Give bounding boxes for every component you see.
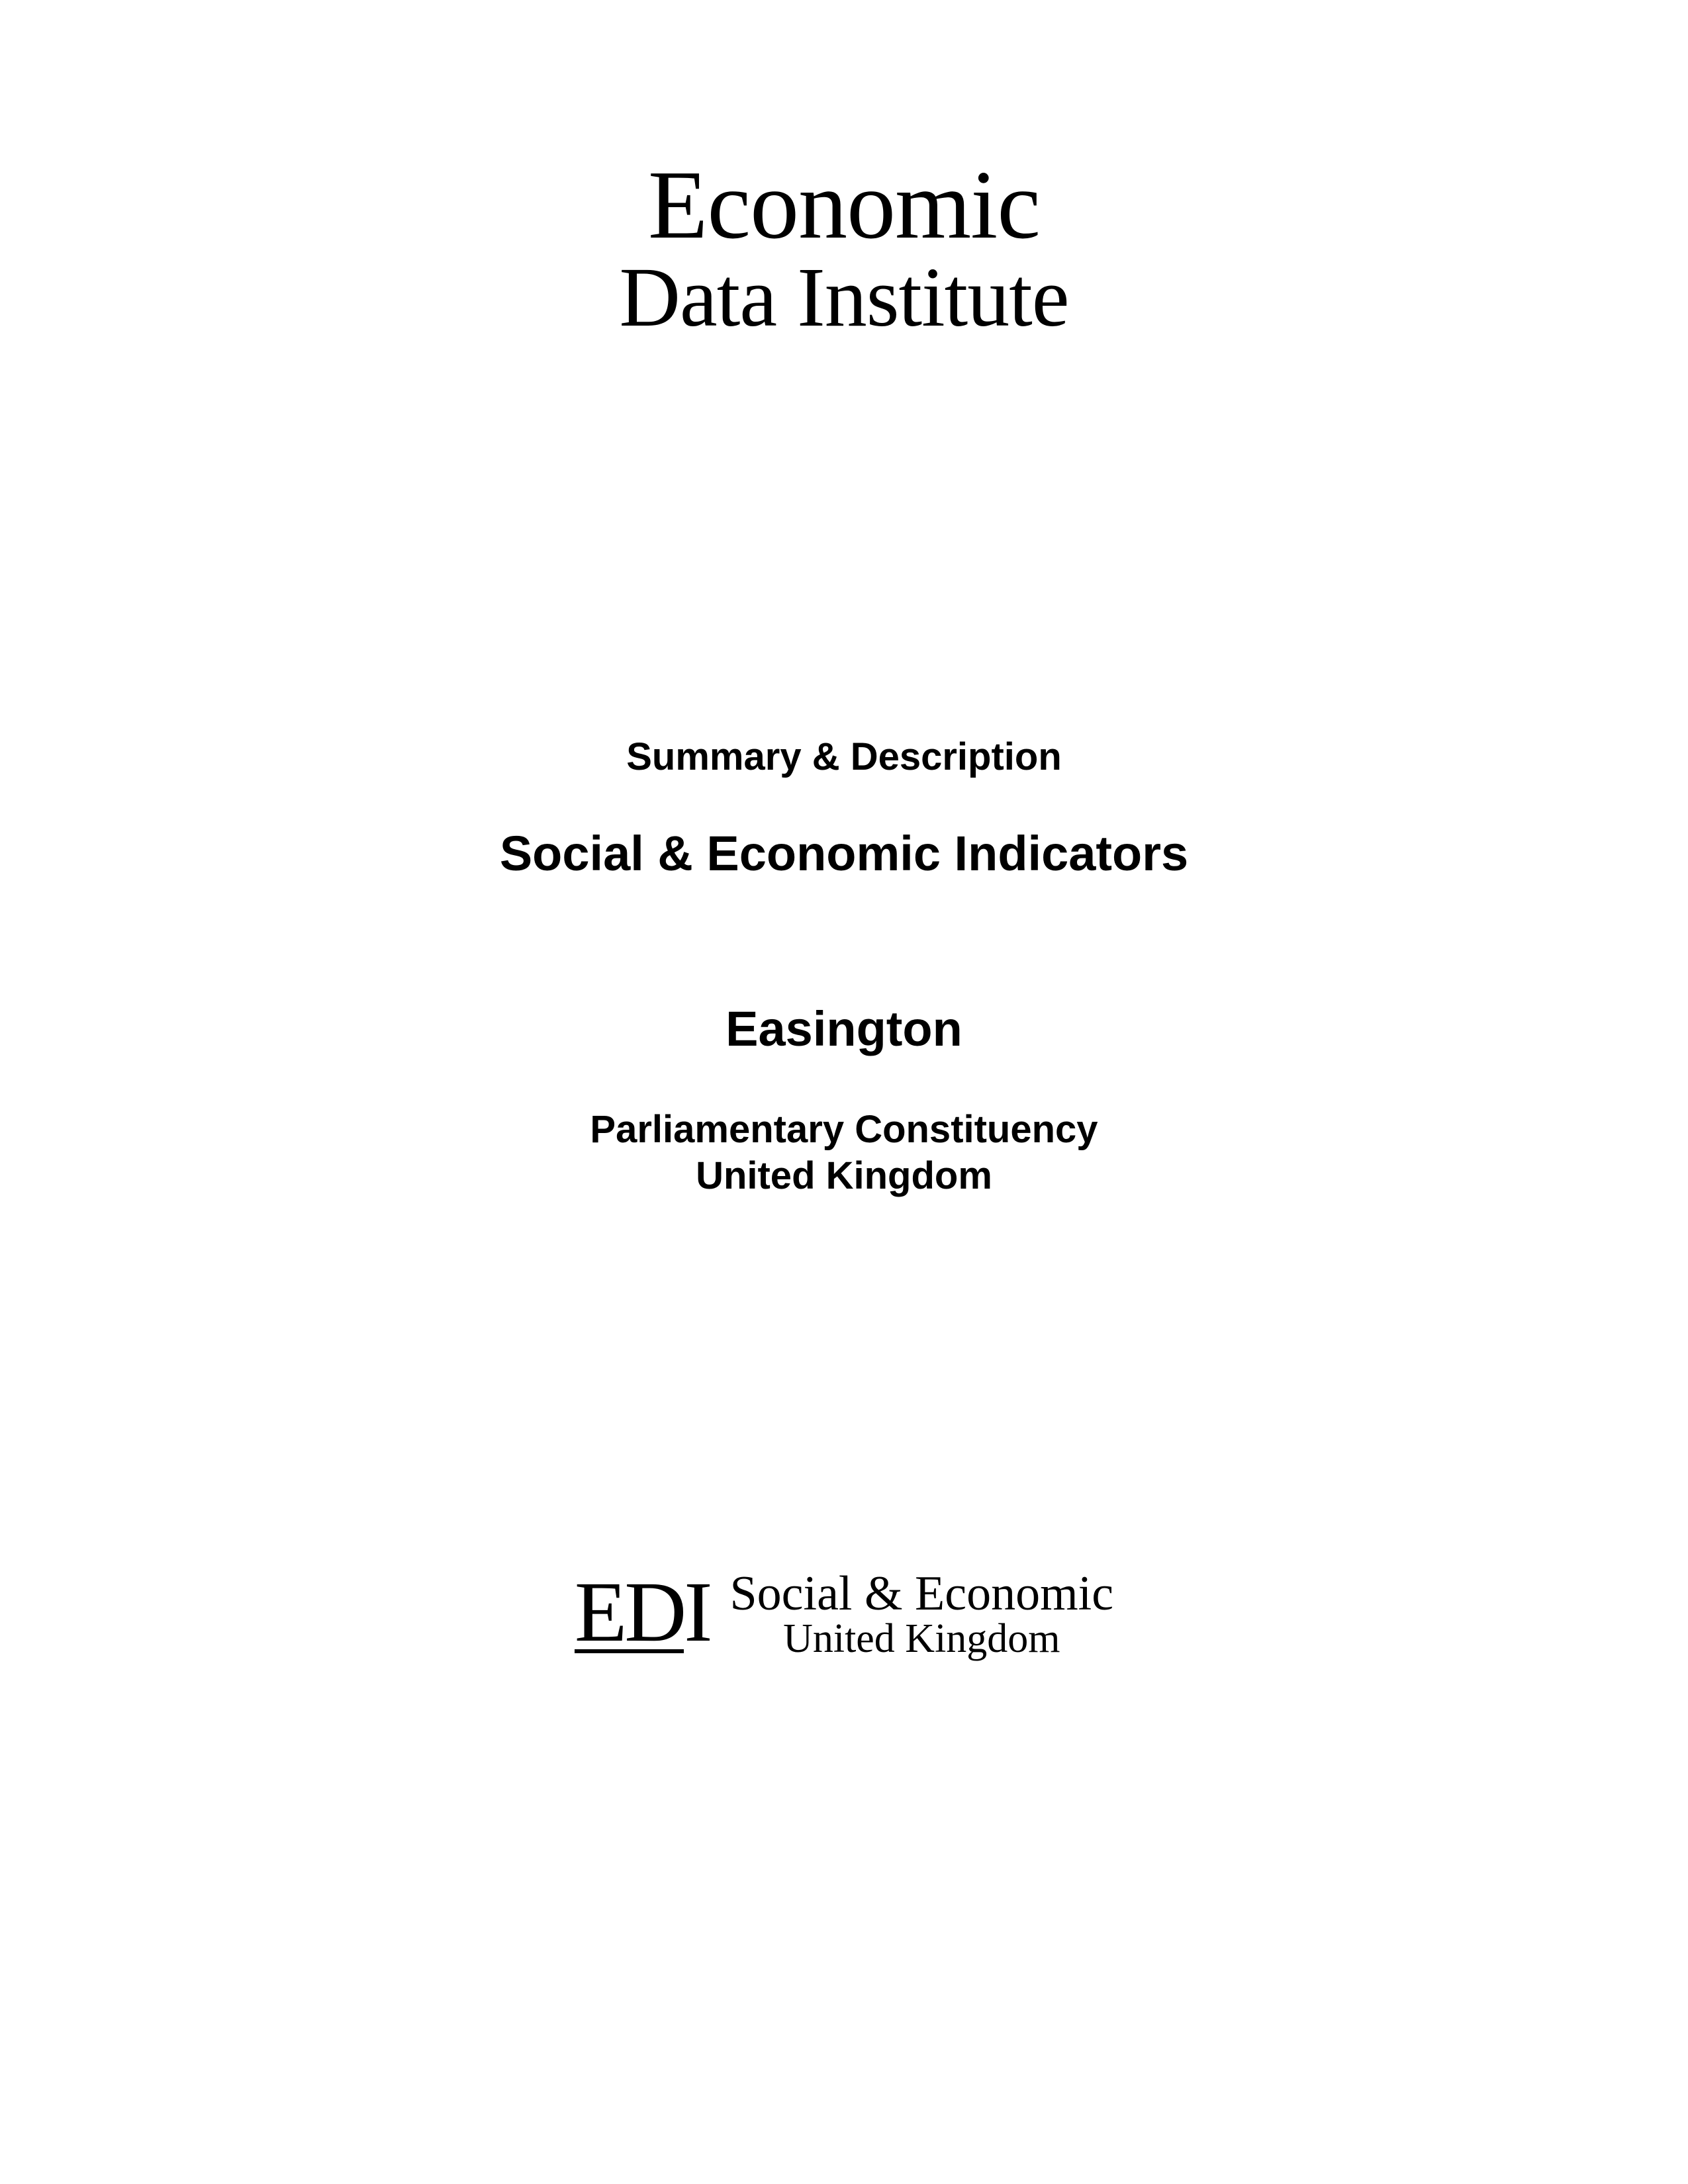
- main-logo-line2: Data Institute: [619, 257, 1068, 338]
- main-logo: Economic Data Institute: [619, 159, 1068, 338]
- constituency-line1: Parliamentary Constituency: [590, 1107, 1098, 1153]
- edi-mark-e: E: [575, 1576, 624, 1653]
- location-name: Easington: [726, 1001, 962, 1057]
- constituency-line2: United Kingdom: [590, 1153, 1098, 1199]
- summary-description: Summary & Description: [626, 735, 1062, 779]
- constituency-block: Parliamentary Constituency United Kingdo…: [590, 1107, 1098, 1199]
- document-page: Economic Data Institute Summary & Descri…: [0, 0, 1688, 2184]
- footer-line2: United Kingdom: [730, 1618, 1114, 1659]
- main-logo-line1: Economic: [619, 159, 1068, 252]
- footer-text: Social & Economic United Kingdom: [730, 1569, 1114, 1659]
- edi-mark-i: I: [684, 1576, 710, 1649]
- indicators-title: Social & Economic Indicators: [500, 825, 1188, 882]
- edi-mark: EDI: [575, 1576, 710, 1653]
- footer-line1: Social & Economic: [730, 1569, 1114, 1618]
- footer-logo: EDI Social & Economic United Kingdom: [575, 1569, 1113, 1659]
- edi-mark-d: D: [624, 1576, 684, 1653]
